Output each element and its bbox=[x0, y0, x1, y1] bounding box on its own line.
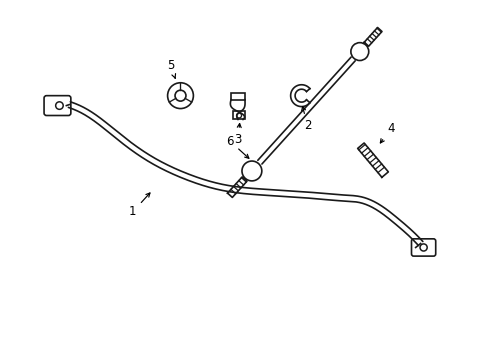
Text: 1: 1 bbox=[129, 193, 150, 218]
Text: 5: 5 bbox=[166, 59, 175, 78]
Text: 3: 3 bbox=[234, 123, 241, 146]
Text: 2: 2 bbox=[301, 107, 311, 132]
Text: 6: 6 bbox=[226, 135, 248, 158]
Text: 4: 4 bbox=[380, 122, 394, 143]
